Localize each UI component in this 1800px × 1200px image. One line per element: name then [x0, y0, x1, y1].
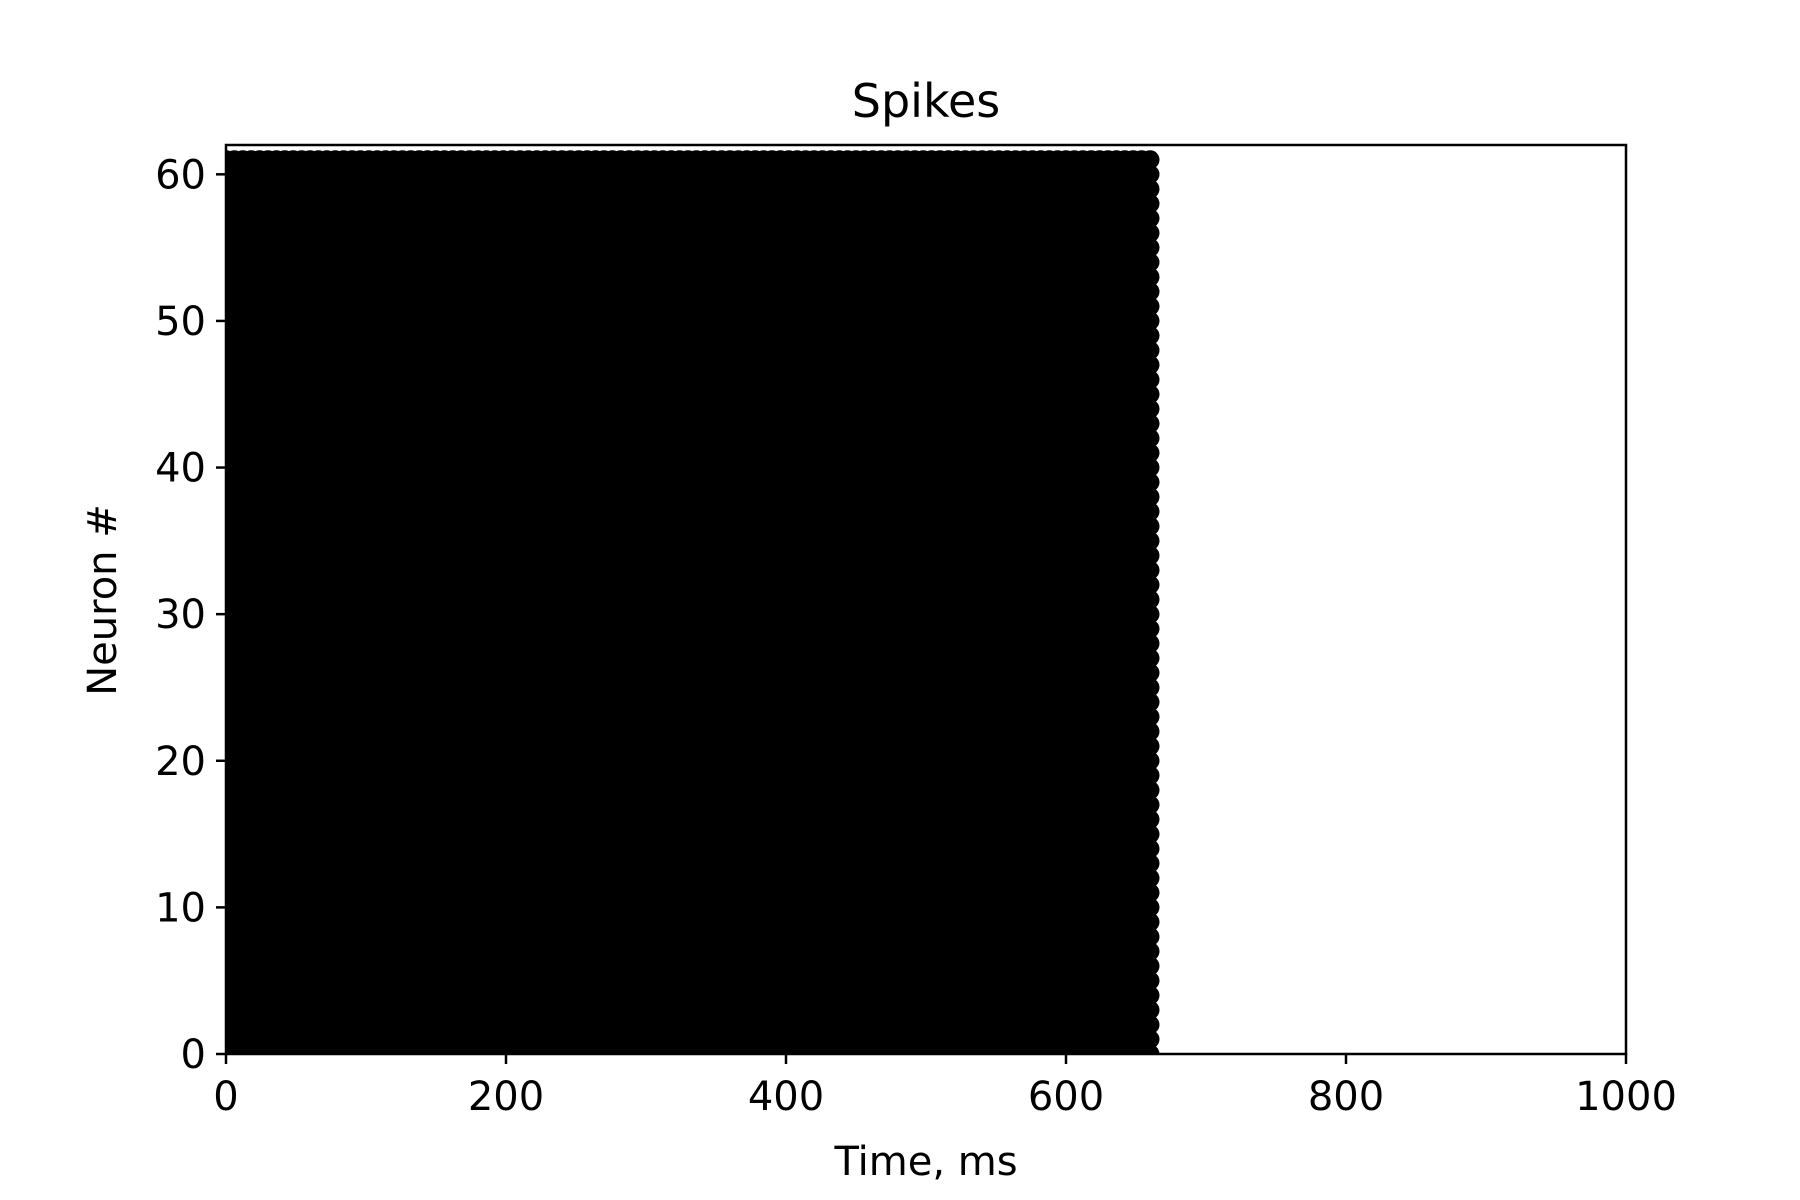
- spike-point: [1140, 941, 1160, 961]
- spike-point: [1140, 575, 1160, 595]
- spike-point: [1140, 839, 1160, 859]
- spike-point: [1140, 765, 1160, 785]
- spike-point: [1140, 678, 1160, 697]
- spike-point: [1140, 868, 1160, 888]
- spike-point: [1140, 516, 1160, 536]
- spike-point: [1140, 546, 1160, 565]
- spike-point: [1140, 634, 1160, 653]
- spike-point: [1140, 883, 1160, 903]
- chart-title: Spikes: [852, 74, 1000, 128]
- spike-point: [1140, 795, 1160, 815]
- spike-point: [1140, 912, 1160, 932]
- spike-point: [1140, 824, 1160, 844]
- spike-point: [1140, 590, 1160, 609]
- spike-point: [1140, 502, 1160, 521]
- spike-point: [1140, 780, 1160, 800]
- spike-point: [1140, 1015, 1160, 1035]
- spike-point: [1140, 722, 1160, 741]
- spike-point: [1140, 956, 1160, 976]
- spike-point: [1140, 971, 1160, 991]
- spike-point: [1140, 531, 1160, 551]
- spike-point: [1140, 692, 1160, 712]
- spike-point: [1140, 853, 1160, 873]
- spike-point: [1140, 736, 1160, 756]
- spike-point: [1140, 604, 1160, 624]
- spike-point: [1140, 927, 1160, 947]
- spike-point: [1140, 648, 1160, 668]
- spike-point: [1140, 707, 1160, 727]
- spike-point: [1140, 1000, 1160, 1020]
- spike-point: [1140, 1029, 1160, 1049]
- spike-point: [1140, 619, 1160, 639]
- spike-point: [1140, 751, 1160, 771]
- spike-point: [1140, 663, 1160, 683]
- spike-point: [1140, 897, 1160, 917]
- spike-markers: [225, 150, 1160, 1055]
- spike-point: [1140, 985, 1160, 1005]
- spike-point: [1140, 560, 1160, 580]
- spike-point: [1140, 809, 1160, 829]
- plot-area: [224, 143, 1628, 1056]
